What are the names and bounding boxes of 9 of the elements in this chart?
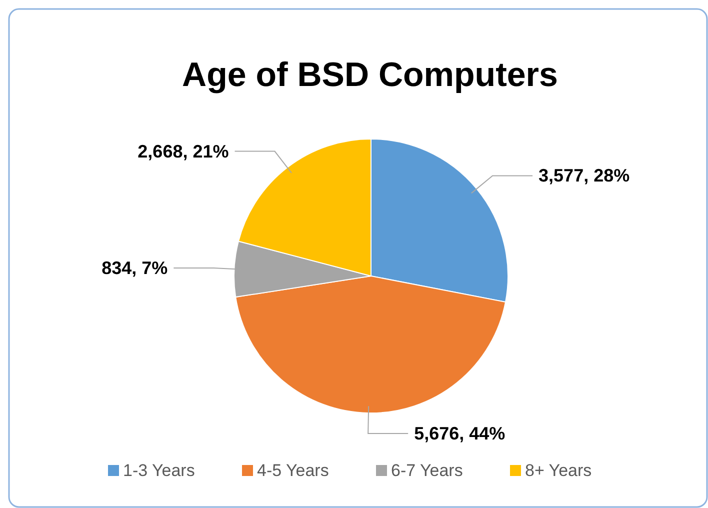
chart-title: Age of BSD Computers — [182, 56, 558, 94]
data-label: 5,676, 44% — [414, 424, 506, 444]
legend-label: 6-7 Years — [391, 461, 463, 480]
data-label: 3,577, 28% — [538, 166, 630, 186]
data-label: 834, 7% — [102, 258, 168, 278]
legend-label: 4-5 Years — [257, 461, 329, 480]
data-label: 2,668, 21% — [138, 141, 229, 162]
legend-label: 1-3 Years — [123, 461, 195, 480]
legend-label: 8+ Years — [525, 461, 592, 480]
